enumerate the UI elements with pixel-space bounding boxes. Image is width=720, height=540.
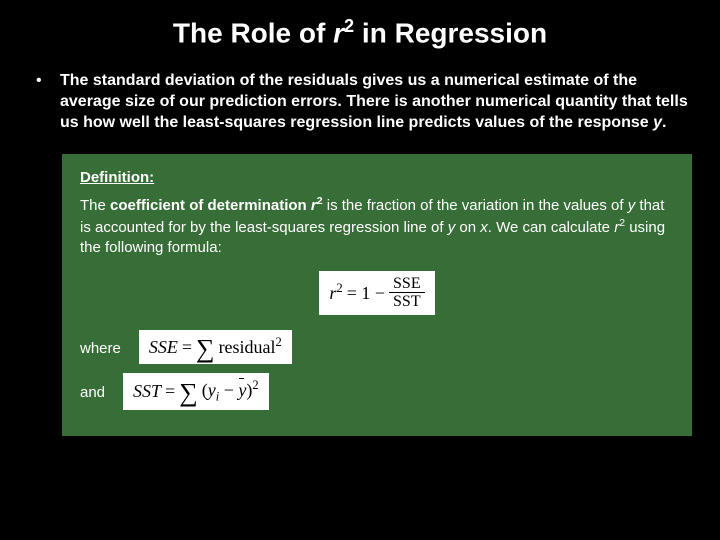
where-label: where [80, 339, 121, 359]
sse-row: where SSE = ∑ residual2 [80, 329, 674, 365]
slide-title: The Role of r2 in Regression [28, 16, 692, 49]
f-main-eq: = 1 − [347, 281, 385, 305]
sst-row: and SST = ∑ (yi − y)2 [80, 373, 674, 410]
f-sse-sup: 2 [276, 335, 282, 349]
f-main-frac: SSE SST [389, 275, 425, 311]
title-post: in Regression [354, 17, 547, 48]
def-x: x [480, 219, 488, 236]
bullet-post: . [662, 114, 666, 131]
f-sst-lhs: SST [133, 379, 161, 403]
f-sst-yi: y [208, 380, 216, 400]
def-b5: . We can calculate [488, 219, 614, 236]
def-b4: on [455, 219, 480, 236]
title-r: r [333, 17, 344, 48]
f-sse-lhs: SSE [149, 335, 178, 359]
def-b2: is the fraction of the variation in the … [323, 197, 628, 214]
definition-body: The coefficient of determination r2 is t… [80, 194, 674, 259]
f-sst-eq: = [165, 379, 175, 403]
title-pre: The Role of [173, 17, 333, 48]
bullet-text: The standard deviation of the residuals … [60, 71, 692, 133]
bullet-marker: • [36, 71, 60, 92]
f-main-num: SSE [389, 275, 425, 294]
f-sse-sigma: ∑ [196, 339, 215, 360]
f-sse-term: residual [219, 337, 276, 357]
formula-sse: SSE = ∑ residual2 [139, 330, 292, 363]
formula-main: r2 = 1 − SSE SST [319, 271, 434, 315]
def-term: coefficient of determination [110, 197, 311, 214]
and-label: and [80, 383, 105, 403]
definition-box: Definition: The coefficient of determina… [62, 154, 692, 436]
f-main-sup: 2 [336, 281, 342, 295]
definition-heading: Definition: [80, 168, 674, 188]
f-sst-sigma: ∑ [179, 383, 198, 404]
f-sst-ybar: y [238, 378, 246, 402]
def-b1: The [80, 197, 110, 214]
slide: The Role of r2 in Regression • The stand… [0, 0, 720, 540]
title-sup: 2 [344, 16, 354, 36]
bullet-y: y [653, 114, 662, 131]
formula-sst: SST = ∑ (yi − y)2 [123, 373, 269, 410]
f-sse-eq: = [182, 335, 192, 359]
f-main-den: SST [389, 293, 425, 311]
bullet-pre: The standard deviation of the residuals … [60, 72, 688, 131]
formula-main-row: r2 = 1 − SSE SST [80, 271, 674, 315]
f-sst-minus: − [219, 380, 238, 400]
bullet-item: • The standard deviation of the residual… [36, 71, 692, 133]
f-sst-sup: 2 [252, 378, 258, 392]
